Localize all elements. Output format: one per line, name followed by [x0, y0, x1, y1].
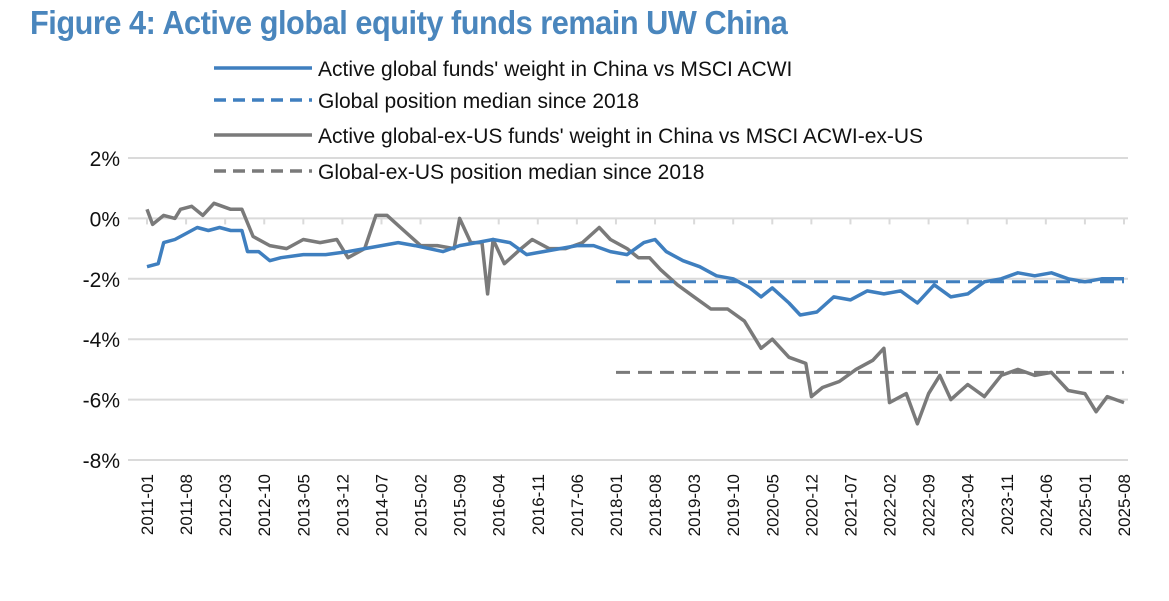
legend-label: Active global funds' weight in China vs … — [318, 58, 792, 81]
x-tick-label: 2019-03 — [685, 474, 704, 536]
x-tick-label: 2018-01 — [607, 474, 626, 536]
legend-item-0: Active global funds' weight in China vs … — [214, 58, 792, 81]
y-tick-label: -6% — [83, 390, 120, 413]
chart-title: Figure 4: Active global equity funds rem… — [30, 4, 788, 41]
y-tick-label: 0% — [90, 208, 120, 231]
series-lines — [145, 201, 1125, 426]
x-tick-label: 2021-07 — [841, 474, 860, 536]
series-line-2 — [145, 201, 1125, 426]
x-tick-label: 2013-12 — [333, 474, 352, 536]
x-tick-label: 2012-03 — [216, 474, 235, 536]
series-2 — [145, 201, 1125, 426]
series-0 — [146, 225, 1125, 317]
x-axis-ticks: 2011-01 2011-08 2012-03 2012-10 2013-05 2013-… — [138, 218, 1134, 536]
x-tick-label: 2022-09 — [920, 474, 939, 536]
y-tick-label: -2% — [83, 269, 120, 292]
x-tick-label: 2018-08 — [646, 474, 665, 536]
x-tick-label: 2024-06 — [1037, 474, 1056, 536]
y-tick-label: 2% — [90, 148, 120, 171]
x-tick-label: 2015-09 — [451, 474, 470, 536]
x-tick-label: 2011-08 — [177, 474, 196, 535]
legend-label: Global position median since 2018 — [318, 90, 639, 113]
y-tick-label: -4% — [83, 329, 120, 352]
x-tick-label: 2025-08 — [1115, 474, 1134, 536]
x-tick-label: 2013-05 — [294, 474, 313, 536]
x-tick-label: 2017-06 — [568, 474, 587, 536]
y-axis-ticks: 2% 0% -2% -4% -6% -8% — [83, 148, 120, 473]
legend-label: Active global-ex-US funds' weight in Chi… — [318, 125, 923, 148]
legend-label: Global-ex-US position median since 2018 — [318, 161, 704, 184]
gridlines — [128, 157, 1128, 461]
x-tick-label: 2016-04 — [490, 474, 509, 536]
x-tick-label: 2016-11 — [529, 474, 548, 535]
x-tick-label: 2022-02 — [881, 474, 900, 536]
x-tick-label: 2012-10 — [255, 474, 274, 536]
x-tick-label: 2025-01 — [1076, 474, 1095, 536]
x-tick-label: 2023-04 — [959, 474, 978, 536]
x-tick-label: 2014-07 — [372, 474, 391, 536]
x-tick-label: 2019-10 — [724, 474, 743, 536]
legend-item-2: Active global-ex-US funds' weight in Chi… — [214, 125, 923, 148]
series-line-0 — [146, 225, 1124, 317]
y-tick-label: -8% — [83, 450, 120, 473]
x-tick-label: 2020-05 — [763, 474, 782, 536]
legend: Active global funds' weight in China vs … — [214, 58, 923, 184]
x-tick-label: 2023-11 — [998, 474, 1017, 535]
x-tick-label: 2020-12 — [802, 474, 821, 536]
legend-item-3: Global-ex-US position median since 2018 — [214, 161, 704, 184]
x-tick-label: 2015-02 — [412, 474, 431, 536]
x-tick-label: 2011-01 — [138, 474, 157, 535]
legend-item-1: Global position median since 2018 — [214, 90, 639, 113]
